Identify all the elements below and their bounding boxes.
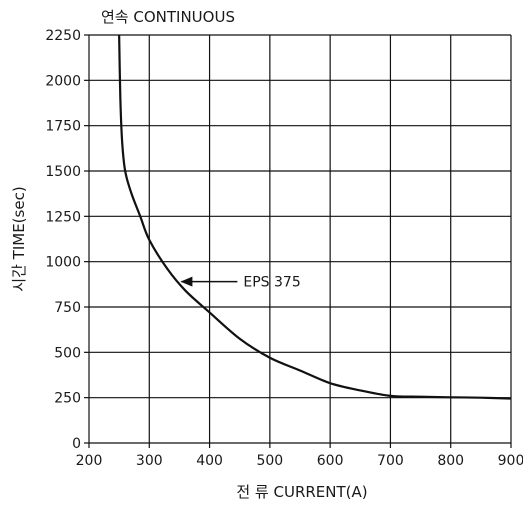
y-tick-label-3: 750 <box>54 300 81 316</box>
x-tick-label-0: 200 <box>76 453 103 469</box>
y-tick-label-1: 250 <box>54 391 81 407</box>
x-tick-label-6: 800 <box>437 453 464 469</box>
x-tick-label-3: 500 <box>256 453 283 469</box>
y-tick-label-5: 1250 <box>45 209 81 225</box>
grid <box>84 34 512 448</box>
annotation-label-0: EPS 375 <box>243 275 300 291</box>
chart-title: 연속 CONTINUOUS <box>101 8 235 26</box>
y-tick-label-0: 0 <box>72 436 81 452</box>
x-tick-label-2: 400 <box>196 453 223 469</box>
y-tick-label-9: 2250 <box>45 28 81 44</box>
y-tick-label-6: 1500 <box>45 164 81 180</box>
x-axis-title: 전 류 CURRENT(A) <box>236 483 367 501</box>
x-tick-label-4: 600 <box>317 453 344 469</box>
annotations-layer: EPS 375 <box>180 275 301 291</box>
x-tick-label-5: 700 <box>377 453 404 469</box>
y-tick-label-7: 1750 <box>45 119 81 135</box>
y-tick-label-2: 500 <box>54 345 81 361</box>
x-tick-label-7: 900 <box>498 453 523 469</box>
y-tick-label-4: 1000 <box>45 255 81 271</box>
series-layer <box>118 34 512 400</box>
x-tick-labels: 200 300 400 500 600 700 800 900 <box>76 453 523 469</box>
y-tick-labels: 0 250 500 750 1000 1250 1500 1750 2000 2250 <box>45 28 81 452</box>
y-tick-label-8: 2000 <box>45 73 81 89</box>
series-line-0 <box>118 34 512 400</box>
y-axis-title: 시간 TIME(sec) <box>10 186 28 291</box>
x-tick-label-1: 300 <box>136 453 163 469</box>
